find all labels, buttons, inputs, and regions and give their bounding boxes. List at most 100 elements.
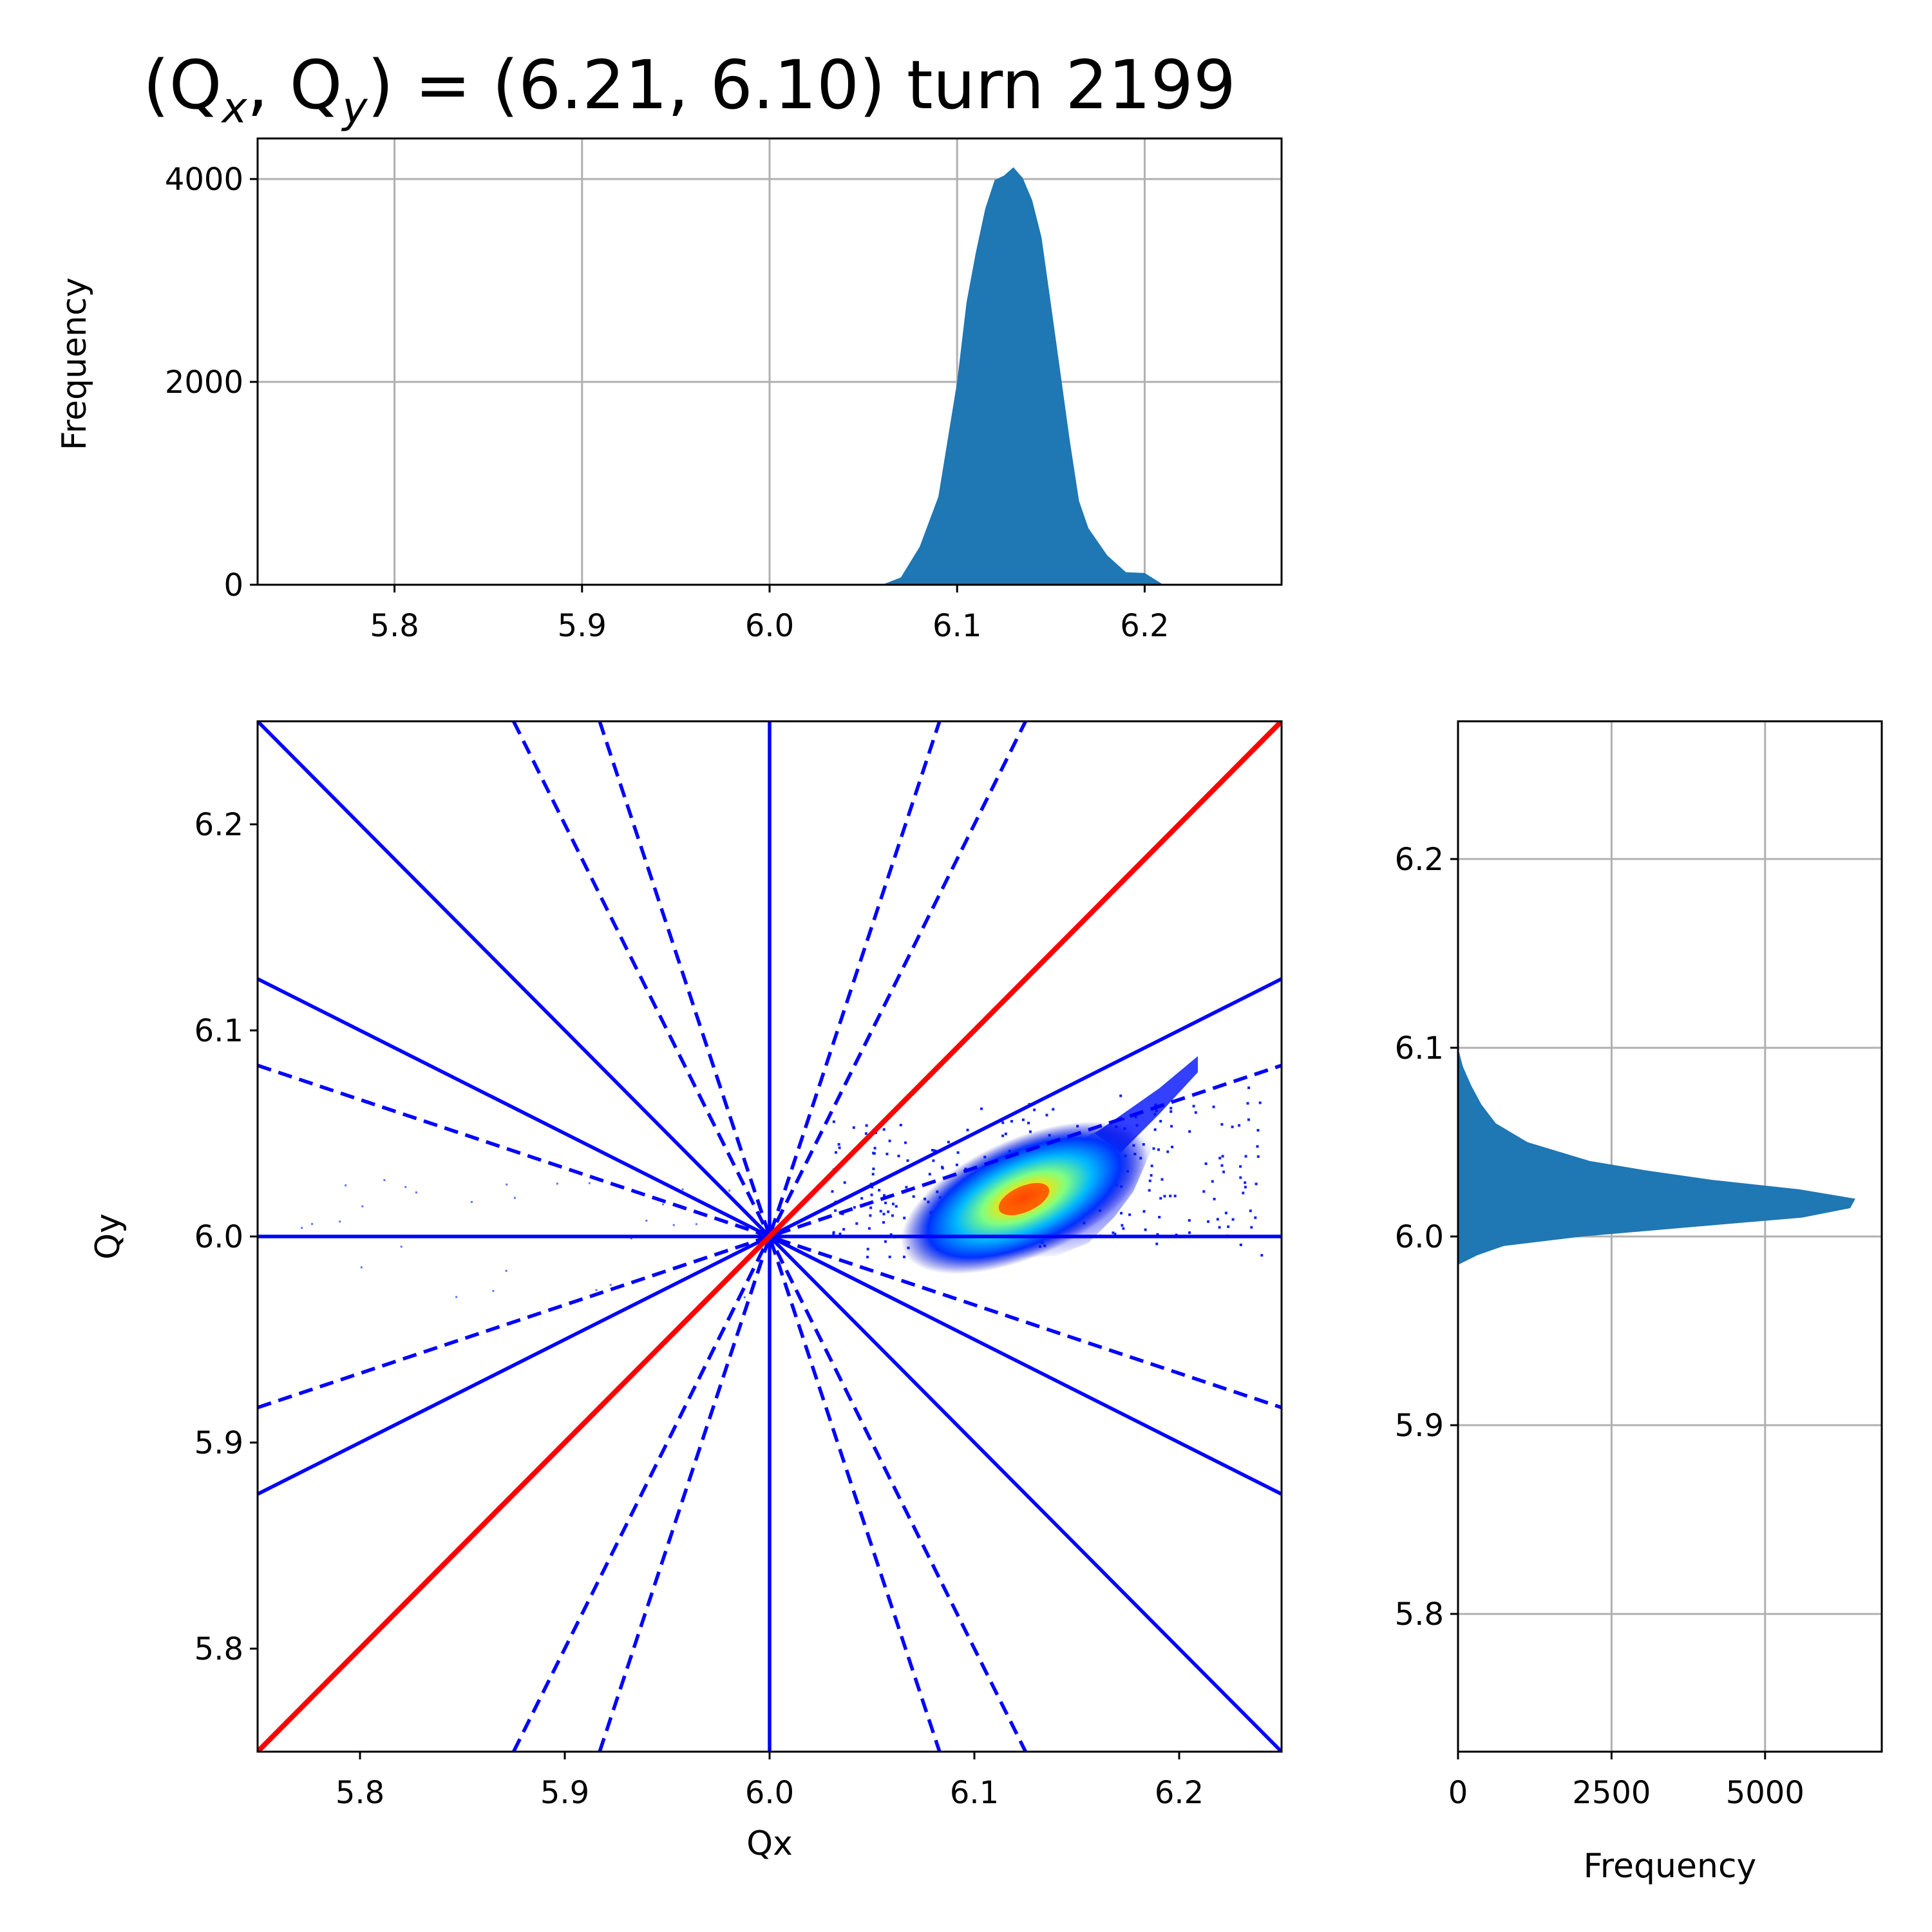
resonance-line-slope-3-down <box>598 721 942 1752</box>
scatter-dot <box>903 1217 906 1220</box>
scatter-dot <box>891 1202 895 1206</box>
scatter-dot <box>1027 1121 1030 1124</box>
scatter-dot <box>1028 1130 1032 1133</box>
scatter-dot <box>897 1155 900 1157</box>
tune-diagram-panel: 5.8 5.9 6.0 6.1 6.2 5.8 5.9 6.0 6.1 6.2 Qx Qy <box>89 720 1283 1863</box>
scatter-dot <box>871 1186 874 1189</box>
scatter-dot <box>506 1183 508 1186</box>
scatter-dot <box>886 1152 889 1155</box>
resonance-lines <box>258 721 1282 1752</box>
scatter-dot <box>1244 1155 1247 1158</box>
scatter-dot <box>743 1296 746 1298</box>
title-sub-x: x <box>220 83 247 133</box>
scatter-dot <box>662 1203 664 1206</box>
scatter-dot <box>903 1255 905 1258</box>
scatter-dot <box>1256 1145 1259 1148</box>
scatter-dot <box>1169 1195 1172 1198</box>
top-tick-label-x: 6.0 <box>745 608 794 644</box>
scatter-dot <box>869 1206 873 1209</box>
right-histogram-grid <box>1457 721 1882 1752</box>
scatter-dot <box>1231 1218 1235 1221</box>
right-histogram-bars <box>1458 1047 1855 1265</box>
scatter-dot <box>1218 1157 1222 1160</box>
main-tick-label-x: 6.0 <box>745 1775 794 1811</box>
scatter-dot <box>838 1233 842 1235</box>
scatter-dot <box>1152 1147 1155 1150</box>
scatter-dot <box>882 1221 885 1224</box>
scatter-dot <box>980 1107 983 1110</box>
scatter-dot <box>831 1190 834 1193</box>
scatter-dot <box>1244 1181 1247 1184</box>
scatter-dot <box>888 1139 891 1142</box>
scatter-dot <box>867 1227 871 1230</box>
scatter-dot <box>869 1214 872 1217</box>
scatter-dot <box>864 1132 867 1135</box>
scatter-dot <box>1220 1164 1224 1167</box>
scatter-dot <box>1250 1226 1253 1229</box>
figure-title: (Qx, Qy) = (6.21, 6.10) turn 2199 <box>143 46 1236 133</box>
scatter-dot <box>400 1245 402 1248</box>
scatter-dot <box>1260 1254 1264 1257</box>
scatter-dot <box>1150 1174 1153 1177</box>
title-mid: , Q <box>247 46 343 124</box>
top-tick-label-x: 6.1 <box>933 608 981 644</box>
scatter-dot <box>843 1181 846 1184</box>
scatter-dot <box>1119 1094 1122 1097</box>
scatter-dot <box>1004 1132 1007 1135</box>
main-tick-label-y: 6.0 <box>194 1219 243 1255</box>
scatter-dot <box>505 1269 507 1272</box>
scatter-dot <box>728 1189 731 1192</box>
scatter-dot <box>311 1223 314 1226</box>
scatter-dot <box>513 1197 516 1199</box>
scatter-dot <box>492 1290 495 1293</box>
scatter-dot <box>1033 1108 1036 1112</box>
scatter-dot <box>1194 1111 1197 1114</box>
main-tick-label-x: 5.9 <box>540 1775 589 1811</box>
tune-density <box>301 1056 1264 1298</box>
main-tick-label-y: 6.1 <box>194 1013 243 1049</box>
right-tick-label-y: 6.2 <box>1395 842 1444 878</box>
scatter-dot <box>1171 1146 1174 1148</box>
right-tick-label-y: 6.1 <box>1395 1030 1444 1066</box>
scatter-dot <box>645 1220 648 1222</box>
scatter-dot <box>1254 1216 1257 1219</box>
scatter-dot <box>1112 1231 1115 1235</box>
scatter-dot <box>838 1146 841 1150</box>
resonance-line-slope-0.333-up <box>258 1063 1282 1410</box>
right-histogram-xlabel: Frequency <box>1584 1847 1757 1886</box>
scatter-dot <box>1244 1186 1247 1189</box>
scatter-dot <box>1010 1120 1013 1123</box>
scatter-dot <box>1238 1124 1241 1127</box>
scatter-dot <box>1224 1211 1227 1215</box>
scatter-dot <box>906 1159 909 1162</box>
scatter-dot <box>1211 1180 1214 1183</box>
scatter-dot <box>1188 1130 1191 1133</box>
main-tick-label-x: 6.1 <box>950 1775 999 1811</box>
scatter-dot <box>1188 1231 1191 1235</box>
scatter-dot <box>1221 1155 1224 1158</box>
scatter-dot <box>887 1210 890 1213</box>
main-tick-label-y: 5.9 <box>194 1425 243 1461</box>
scatter-dot <box>1160 1178 1164 1181</box>
scatter-dot <box>1239 1165 1242 1168</box>
scatter-dot <box>1212 1105 1215 1108</box>
scatter-dot <box>1121 1224 1124 1227</box>
scatter-dot <box>1159 1197 1162 1200</box>
resonance-line-slope-0.333-down <box>258 1063 1282 1410</box>
scatter-dot <box>1155 1242 1159 1245</box>
scatter-dot <box>1052 1108 1055 1111</box>
scatter-dot <box>895 1205 898 1208</box>
scatter-dot <box>1156 1233 1159 1236</box>
scatter-dot <box>1239 1176 1242 1179</box>
scatter-dot <box>878 1189 881 1192</box>
scatter-dot <box>860 1197 864 1200</box>
scatter-dot <box>879 1209 882 1213</box>
scatter-dot <box>1249 1209 1252 1213</box>
top-histogram-bars <box>882 167 1164 585</box>
scatter-dot <box>1157 1148 1160 1151</box>
top-tick-label-y: 4000 <box>165 162 243 198</box>
scatter-dot <box>1192 1104 1195 1108</box>
scatter-dot <box>1222 1170 1226 1173</box>
scatter-dot <box>866 1247 869 1251</box>
